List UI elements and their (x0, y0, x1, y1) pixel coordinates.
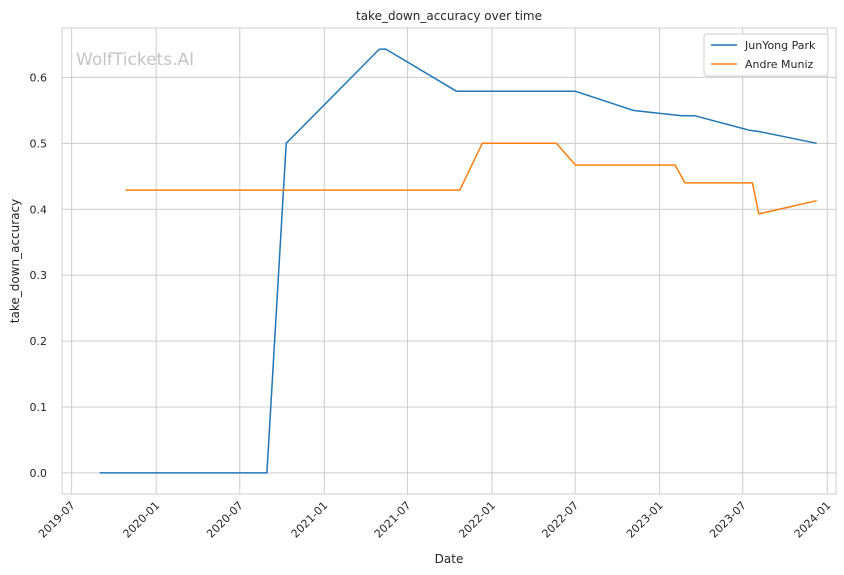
series-lines (99, 48, 817, 474)
y-tick-label-0.1: 0.1 (30, 401, 48, 414)
y-tick-label-0.5: 0.5 (30, 137, 48, 150)
y-tick-label-0.2: 0.2 (30, 335, 48, 348)
y-axis-label: take_down_accuracy (8, 199, 22, 323)
plot-frame (61, 27, 837, 495)
legend-label-junyong-park: JunYong Park (744, 39, 816, 52)
x-tick-label-2022-07: 2022-07 (540, 499, 582, 541)
x-tick-label-2021-01: 2021-01 (289, 499, 331, 541)
legend-label-andre-muniz: Andre Muniz (745, 58, 814, 71)
y-gridlines (62, 76, 836, 474)
x-tick-label-2019-07: 2019-07 (36, 499, 78, 541)
y-tick-label-0.4: 0.4 (30, 203, 48, 216)
y-tick-label-0.6: 0.6 (30, 71, 48, 84)
y-tick-label-0.3: 0.3 (30, 269, 48, 282)
x-tick-label-2023-01: 2023-01 (624, 499, 666, 541)
x-tick-label-2020-01: 2020-01 (121, 499, 163, 541)
x-axis-label: Date (435, 552, 464, 566)
series-line-andre-muniz (125, 142, 817, 215)
x-tick-label-2023-07: 2023-07 (707, 499, 749, 541)
x-tick-label-2022-01: 2022-01 (456, 499, 498, 541)
watermark-text: WolfTickets.AI (76, 50, 194, 70)
x-tick-label-2021-07: 2021-07 (372, 499, 414, 541)
x-tick-label-2020-07: 2020-07 (204, 499, 246, 541)
chart-title: take_down_accuracy over time (356, 9, 542, 23)
x-tick-label-2024-01: 2024-01 (792, 499, 834, 541)
series-line-junyong-park (99, 48, 817, 474)
y-tick-labels: 0.0 0.1 0.2 0.3 0.4 0.5 0.6 (30, 71, 48, 479)
legend: JunYong Park Andre Muniz (703, 33, 829, 77)
x-gridlines (71, 28, 828, 494)
y-tick-label-0.0: 0.0 (30, 467, 48, 480)
x-tick-labels: 2019-07 2020-01 2020-07 2021-01 2021-07 2022-… (36, 499, 833, 541)
